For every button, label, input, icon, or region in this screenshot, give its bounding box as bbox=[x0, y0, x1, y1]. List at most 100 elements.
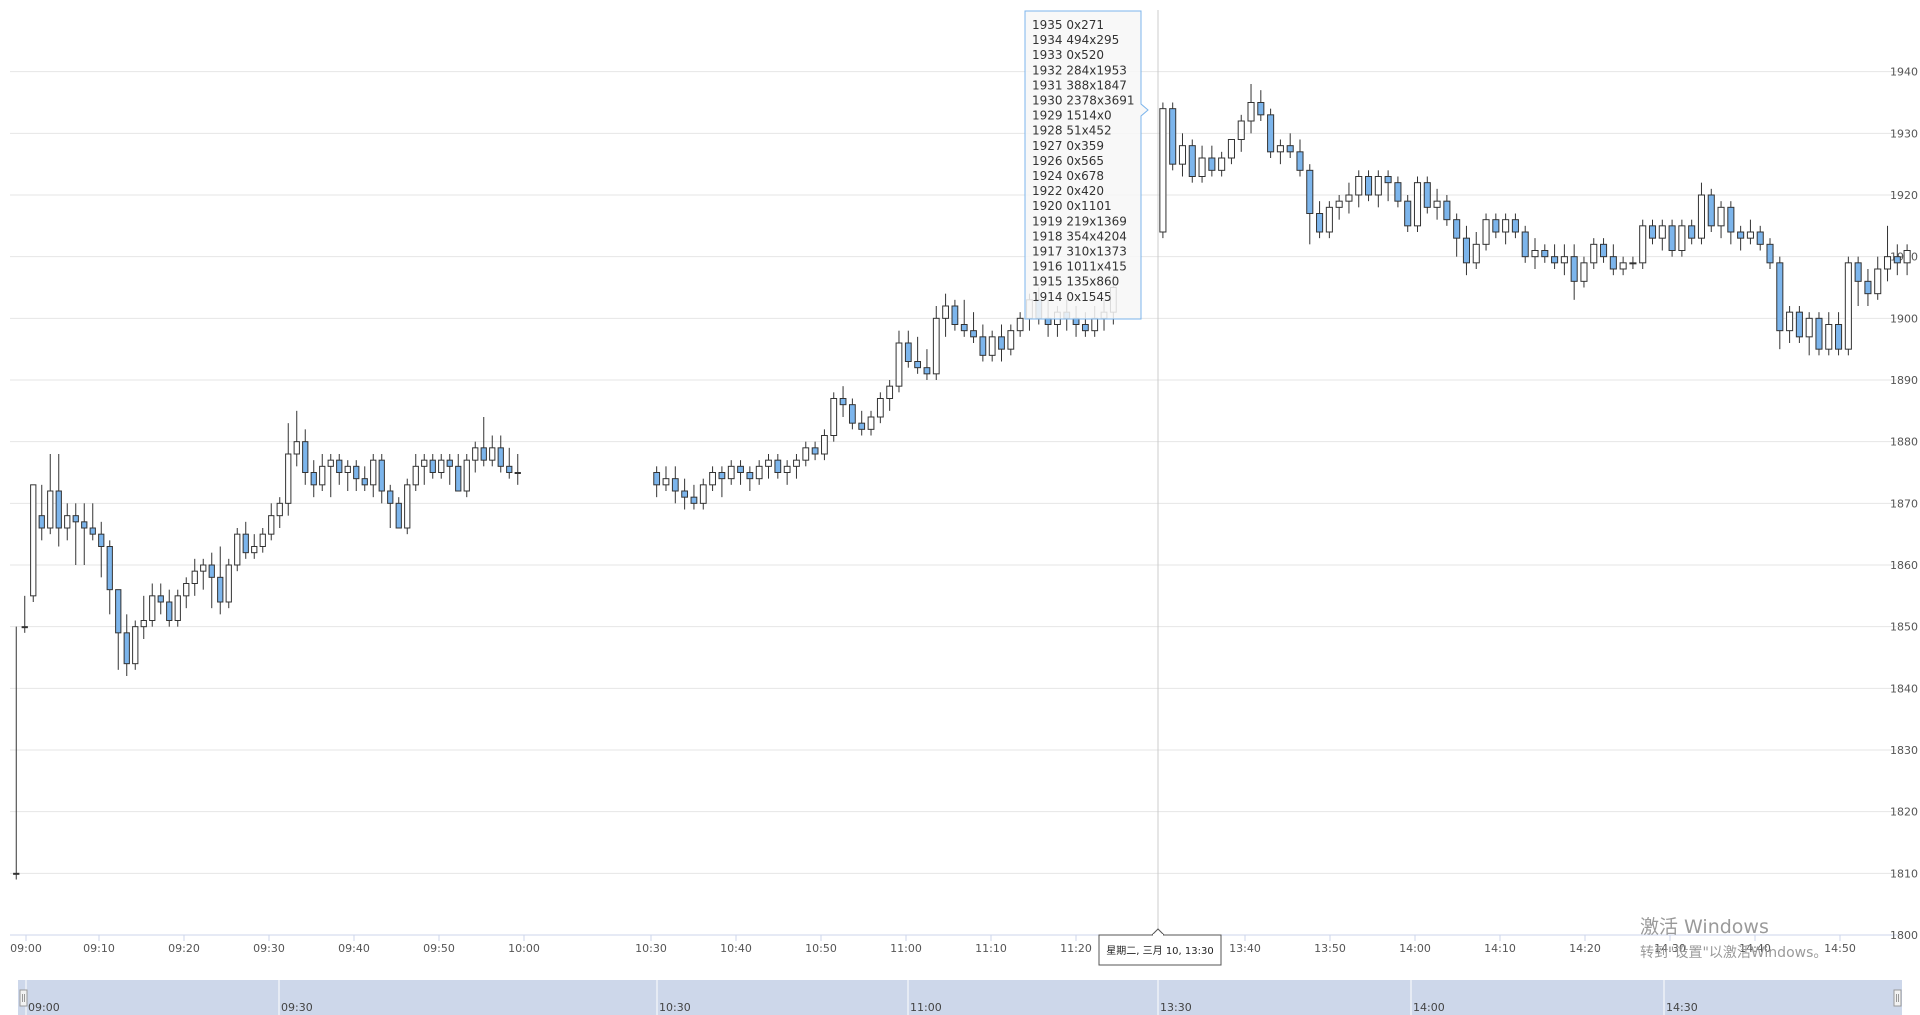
y-tick-label: 1920 bbox=[1890, 189, 1918, 202]
navigator-tick-label: 14:00 bbox=[1413, 1001, 1445, 1014]
candle bbox=[1639, 219, 1647, 269]
candle bbox=[361, 466, 368, 491]
candle bbox=[1007, 324, 1015, 356]
candle-body-up bbox=[1007, 330, 1015, 350]
candle bbox=[438, 454, 445, 479]
x-tick-label: 14:20 bbox=[1569, 942, 1601, 955]
candle bbox=[106, 540, 113, 615]
x-tick-label: 14:10 bbox=[1484, 942, 1516, 955]
candle-body-up bbox=[404, 484, 411, 529]
candle-body-down bbox=[1707, 194, 1715, 227]
tooltip-line: 1935 0x271 bbox=[1032, 18, 1104, 32]
candle bbox=[1482, 213, 1490, 251]
candle-body-down bbox=[497, 447, 504, 467]
candle-body-down bbox=[353, 465, 360, 480]
candle-body-up bbox=[140, 620, 147, 628]
navigator-range[interactable] bbox=[18, 980, 1902, 1015]
candle-body-up bbox=[370, 459, 377, 486]
candle bbox=[653, 466, 661, 498]
candle bbox=[506, 447, 513, 479]
candle-body-down bbox=[446, 459, 453, 467]
candle bbox=[157, 583, 164, 615]
candle bbox=[858, 410, 866, 436]
candle bbox=[310, 460, 317, 498]
candle-body-down bbox=[1316, 213, 1324, 233]
candle-body-up bbox=[1629, 262, 1637, 265]
candle bbox=[1413, 176, 1422, 232]
candle-body-down bbox=[217, 576, 224, 603]
candle-body-down bbox=[1815, 317, 1823, 350]
candle-body-down bbox=[1453, 219, 1461, 239]
candle-body-down bbox=[774, 459, 782, 473]
navigator-right-handle[interactable] bbox=[1893, 989, 1902, 1007]
candle-body-down bbox=[387, 490, 394, 504]
candle-body-up bbox=[1844, 262, 1852, 350]
candle-body-down bbox=[336, 459, 343, 473]
candle bbox=[1883, 225, 1892, 282]
candle bbox=[115, 589, 122, 670]
candle bbox=[821, 429, 828, 461]
candle bbox=[497, 435, 504, 473]
candle-body-down bbox=[89, 527, 96, 535]
x-tick-label: 09:30 bbox=[253, 942, 285, 955]
x-tick-label: 10:30 bbox=[635, 942, 667, 955]
candle bbox=[1016, 312, 1024, 337]
candle bbox=[988, 330, 996, 362]
candle-body-up bbox=[1091, 317, 1099, 332]
candle bbox=[1316, 201, 1324, 239]
candle-body-up bbox=[1580, 262, 1588, 282]
candle-body-up bbox=[1227, 139, 1235, 159]
candle bbox=[904, 330, 912, 368]
x-tick-label: 14:00 bbox=[1399, 942, 1431, 955]
tooltip-line: 1930 2378x3691 bbox=[1032, 94, 1135, 108]
candle-body-down bbox=[1600, 243, 1608, 258]
candle-body-up bbox=[942, 305, 949, 319]
x-tick-label: 10:40 bbox=[720, 942, 752, 955]
candle-body-down bbox=[395, 502, 402, 529]
candle-body-down bbox=[115, 589, 122, 634]
candle bbox=[1893, 244, 1901, 276]
candle bbox=[960, 299, 968, 337]
x-tick-label: 09:10 bbox=[83, 942, 115, 955]
candle bbox=[1766, 238, 1774, 269]
candle bbox=[765, 454, 772, 479]
candle bbox=[55, 454, 62, 547]
candle bbox=[1737, 225, 1745, 251]
candle bbox=[1306, 164, 1314, 245]
candle bbox=[1433, 188, 1441, 220]
candle bbox=[979, 324, 987, 362]
candle-body-up bbox=[64, 515, 71, 529]
candle bbox=[387, 484, 394, 528]
candle bbox=[1169, 102, 1177, 171]
candle-body-up bbox=[421, 459, 428, 467]
candle bbox=[1658, 219, 1666, 251]
candle bbox=[1208, 145, 1216, 177]
candle bbox=[1227, 139, 1235, 165]
candle bbox=[30, 484, 37, 602]
candle-body-down bbox=[1492, 219, 1500, 233]
candle-body-up bbox=[1786, 311, 1794, 332]
y-tick-label: 1880 bbox=[1890, 436, 1918, 449]
candle-body-up bbox=[251, 546, 258, 554]
navigator[interactable]: 09:00 09:30 10:30 11:00 13:30 14:00 14:30 bbox=[18, 980, 1902, 1015]
candle-body-up bbox=[1218, 157, 1226, 171]
candle bbox=[1648, 219, 1657, 245]
candle bbox=[1600, 238, 1608, 263]
navigator-left-handle[interactable] bbox=[19, 989, 28, 1007]
candle-body-down bbox=[1521, 231, 1529, 258]
candle-body-down bbox=[1296, 151, 1304, 171]
candle-body-up bbox=[1697, 194, 1706, 239]
candle bbox=[662, 466, 670, 491]
candle bbox=[1267, 108, 1275, 158]
x-axis: 09:00 09:10 09:20 09:30 09:40 09:50 10:00 10:30… bbox=[10, 935, 1856, 955]
tooltip-line: 1926 0x565 bbox=[1032, 154, 1104, 168]
candle-body-down bbox=[1364, 176, 1373, 196]
candle-body-up bbox=[183, 583, 190, 597]
candle bbox=[412, 454, 419, 491]
candle bbox=[1756, 225, 1764, 251]
candle-body-up bbox=[1658, 225, 1666, 239]
candle-body-down bbox=[208, 564, 215, 578]
candle-body-down bbox=[1776, 262, 1784, 332]
candle-body-down bbox=[1462, 237, 1470, 264]
